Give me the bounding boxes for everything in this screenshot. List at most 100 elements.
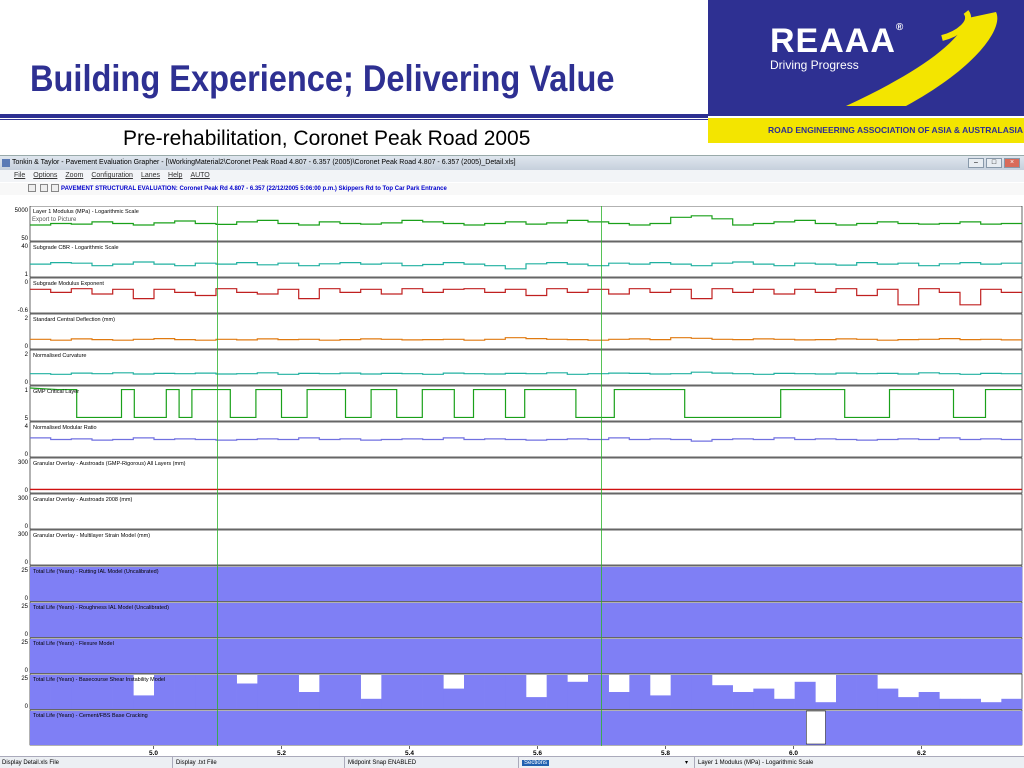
prev-button[interactable] [28,184,36,193]
slide-title: Building Experience; Delivering Value [30,58,615,99]
panel-ytop-label: 40 [21,244,28,250]
series-bar [30,603,1023,637]
panel-5: 1 5 GMP Critical Layer [25,385,1023,422]
panel-ybot-label: 0 [25,668,29,674]
menu-options[interactable]: Options [33,172,58,179]
status-txt-file[interactable]: Display .txt File [172,757,217,768]
series-line [30,215,1022,226]
toolbar: PAVEMENT STRUCTURAL EVALUATION: Coronet … [0,183,1024,195]
menu-auto[interactable]: AUTO [190,172,210,179]
series-bar [298,692,320,709]
title-underline [0,114,708,118]
dropdown-arrow-icon[interactable]: ▾ [684,760,688,766]
x-tick-label: 6.0 [789,750,798,756]
series-bar [360,698,382,709]
menu-lanes[interactable]: Lanes [140,172,161,179]
panel-frame [29,241,1023,278]
series-bar [939,698,961,709]
panel-ytop-label: 300 [18,460,29,466]
series-bar [712,685,733,709]
menu-file[interactable]: File [14,172,26,179]
series-bar [546,675,568,709]
menu-zoom[interactable]: Zoom [65,172,84,179]
close-button[interactable]: × [1004,158,1020,168]
status-sections-dropdown[interactable]: Sections ▾ [518,757,690,768]
series-bar [174,675,196,709]
series-bar [898,697,919,709]
series-bar [526,697,547,709]
menu-bar: File Options Zoom Configuration Lanes He… [0,170,1024,182]
panel-title: GMP Critical Layer [33,389,79,395]
panel-ytop-label: 1 [25,388,29,394]
panel-title: Normalised Curvature [33,353,87,359]
panel-ybot-label: 0 [25,488,29,494]
series-bar [50,675,72,709]
panel-ybot-label: 50 [21,236,28,242]
minimize-button[interactable]: – [968,158,984,168]
panel-9: 300 0 Granular Overlay - Multilayer Strain… [18,529,1023,566]
x-tick-label: 5.8 [661,750,670,756]
menu-help[interactable]: Help [168,172,183,179]
series-bar [918,692,940,709]
series-line [30,371,1022,375]
series-bar [30,675,51,709]
panel-title: Total Life (Years) - Roughness IAL Model… [33,605,169,611]
panel-title: Total Life (Years) - Cement/FBS Base Cra… [33,713,148,719]
panel-ytop-label: 25 [21,604,28,610]
series-bar [877,688,899,709]
maximize-button[interactable]: □ [986,158,1002,168]
panel-title: Total Life (Years) - Flexure Model [33,641,114,647]
series-bar [154,675,175,709]
series-bar [30,711,1023,745]
title-underline-thin [0,119,708,120]
export-button[interactable] [51,184,60,193]
sections-select[interactable]: Sections [522,760,550,766]
panel-frame [29,349,1023,386]
panel-title: Layer 1 Modulus (MPa) - Logarithmic Scal… [33,209,139,215]
series-bar [815,702,837,709]
panel-frame [29,529,1023,566]
series-bar [629,675,651,709]
panel-frame [29,385,1023,422]
slide-subtitle: Pre-rehabilitation, Coronet Peak Road 20… [123,127,531,150]
series-bar [691,675,713,709]
panel-ytop-label: 2 [25,316,29,322]
series-bar [402,675,423,709]
series-bar [278,675,299,709]
panel-14: Total Life (Years) - Cement/FBS Base Cra… [29,709,1023,746]
panel-ybot-label: 0 [25,380,29,386]
series-bar [236,683,258,709]
series-bar [257,675,279,709]
panel-ytop-label: 0 [25,280,29,286]
panel-13: 25 0 Total Life (Years) - Basecourse Shear… [21,673,1023,710]
panel-ybot-label: 0 [25,560,29,566]
series-bar [464,675,485,709]
window-title: Tonkin & Taylor - Pavement Evaluation Gr… [12,159,516,166]
org-band: ROAD ENGINEERING ASSOCIATION OF ASIA & A… [708,118,1024,143]
panel-10: 25 0 Total Life (Years) - Rutting IAL Mode… [21,565,1023,602]
x-tick-label: 5.6 [533,750,542,756]
series-bar [650,695,671,709]
export-to-picture-menu-item[interactable]: Export to Picture [32,217,77,223]
panel-ytop-label: 4 [25,424,29,430]
series-bar [794,681,816,709]
logo-swoosh-icon [846,10,998,106]
status-detail-file[interactable]: Display Detail.xls File [2,760,60,766]
series-bar [381,675,403,709]
panel-title: Total Life (Years) - Rutting IAL Model (… [33,569,159,575]
panel-ytop-label: 25 [21,640,28,646]
window-titlebar[interactable]: Tonkin & Taylor - Pavement Evaluation Gr… [0,156,1024,170]
menu-configuration[interactable]: Configuration [91,172,133,179]
panel-1: 40 1 Subgrade CBR - Logarithmic Scale [21,241,1023,278]
panel-3: 2 0 Standard Central Deflection (mm) [25,313,1023,350]
series-bar [484,675,506,709]
panel-title: Granular Overlay - Austroads 2008 (mm) [33,497,133,503]
series-bar [980,702,1002,709]
series-bar [732,692,754,709]
app-icon [2,159,10,167]
panel-6: 4 0 Normalised Modular Ratio [25,421,1023,458]
panel-ybot-label: 5 [25,416,29,422]
next-button[interactable] [39,184,48,193]
series-gap [806,710,826,745]
